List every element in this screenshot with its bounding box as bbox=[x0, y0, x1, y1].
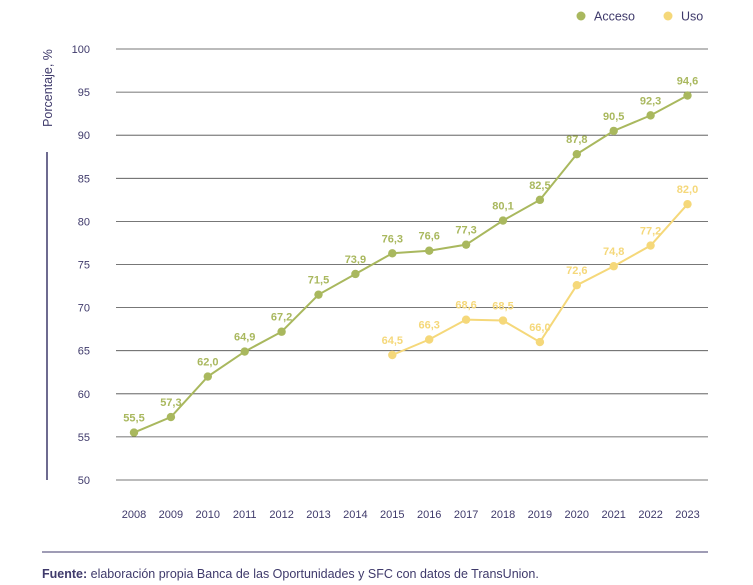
source-label: Fuente: bbox=[42, 567, 88, 581]
legend-label-uso: Uso bbox=[681, 10, 703, 24]
y-tick-label: 55 bbox=[78, 432, 90, 444]
y-tick-label: 60 bbox=[78, 389, 90, 401]
data-point-acceso bbox=[683, 91, 692, 100]
data-label-acceso: 90,5 bbox=[603, 111, 624, 123]
y-tick-label: 100 bbox=[72, 44, 90, 56]
data-point-uso bbox=[535, 337, 545, 347]
x-tick-label: 2011 bbox=[233, 509, 257, 521]
data-label-acceso: 67,2 bbox=[271, 312, 292, 324]
data-point-acceso bbox=[425, 246, 434, 255]
data-label-acceso: 71,5 bbox=[308, 275, 329, 287]
y-tick-label: 75 bbox=[78, 260, 90, 272]
data-label-acceso: 73,9 bbox=[345, 254, 366, 266]
x-tick-label: 2018 bbox=[491, 509, 515, 521]
y-tick-label: 80 bbox=[78, 216, 90, 228]
data-point-acceso bbox=[277, 327, 286, 336]
y-axis-label: Porcentaje, % bbox=[41, 49, 55, 127]
data-label-acceso: 94,6 bbox=[677, 76, 698, 88]
data-label-acceso: 80,1 bbox=[492, 201, 513, 213]
legend: Acceso Uso bbox=[576, 10, 703, 24]
data-point-acceso bbox=[461, 240, 471, 249]
data-point-acceso bbox=[609, 126, 618, 136]
x-tick-label: 2020 bbox=[565, 509, 589, 521]
legend-marker-acceso bbox=[576, 11, 586, 21]
data-label-uso: 82,0 bbox=[677, 184, 698, 196]
data-label-acceso: 87,8 bbox=[566, 134, 587, 146]
x-tick-label: 2014 bbox=[343, 509, 367, 521]
data-point-acceso bbox=[129, 428, 139, 437]
data-label-acceso: 77,3 bbox=[455, 225, 476, 237]
x-tick-label: 2017 bbox=[454, 509, 478, 521]
x-axis-ticks: 2008 2009 2010 2011 2012 2013 2014 2015 2016 2017… bbox=[122, 509, 700, 521]
x-tick-label: 2019 bbox=[528, 509, 552, 521]
data-label-uso: 68,5 bbox=[492, 301, 513, 313]
y-tick-label: 90 bbox=[78, 130, 90, 142]
data-label-uso: 66,3 bbox=[418, 319, 439, 331]
data-point-uso bbox=[572, 280, 581, 290]
x-tick-label: 2012 bbox=[269, 509, 293, 521]
x-tick-label: 2008 bbox=[122, 509, 146, 521]
legend-label-acceso: Acceso bbox=[594, 10, 635, 24]
data-label-uso: 68,6 bbox=[455, 300, 476, 312]
data-point-uso bbox=[498, 316, 508, 325]
data-point-acceso bbox=[314, 290, 323, 299]
y-axis-ticks: 50 55 60 65 70 75 80 85 90 95 100 bbox=[72, 44, 90, 487]
grid-lines bbox=[116, 48, 708, 481]
data-label-uso: 64,5 bbox=[382, 335, 403, 347]
x-tick-label: 2009 bbox=[159, 509, 183, 521]
data-point-acceso bbox=[535, 195, 545, 205]
x-tick-label: 2010 bbox=[196, 509, 220, 521]
y-tick-label: 85 bbox=[78, 173, 90, 185]
data-label-acceso: 92,3 bbox=[640, 95, 661, 107]
x-tick-label: 2021 bbox=[601, 509, 625, 521]
data-point-uso bbox=[388, 350, 397, 360]
data-label-acceso: 64,9 bbox=[234, 332, 255, 344]
data-point-uso bbox=[646, 241, 655, 250]
data-label-acceso: 76,3 bbox=[382, 233, 403, 245]
data-point-uso bbox=[461, 315, 471, 324]
source-text: elaboración propia Banca de las Oportuni… bbox=[87, 567, 539, 581]
data-point-acceso bbox=[388, 249, 397, 258]
data-label-uso: 74,8 bbox=[603, 246, 624, 258]
data-point-acceso bbox=[498, 216, 508, 225]
data-point-uso bbox=[425, 335, 434, 344]
data-label-acceso: 82,5 bbox=[529, 180, 550, 192]
data-label-acceso: 62,0 bbox=[197, 357, 218, 369]
data-point-uso bbox=[683, 199, 692, 209]
data-point-acceso bbox=[240, 347, 249, 356]
y-tick-label: 65 bbox=[78, 346, 90, 358]
data-point-acceso bbox=[166, 412, 176, 422]
data-point-acceso bbox=[351, 269, 360, 279]
data-label-acceso: 57,3 bbox=[160, 397, 181, 409]
series-line-acceso bbox=[133, 94, 688, 434]
source-note: Fuente: elaboración propia Banca de las … bbox=[42, 567, 539, 581]
y-tick-label: 70 bbox=[78, 303, 90, 315]
x-tick-label: 2016 bbox=[417, 509, 441, 521]
y-tick-label: 95 bbox=[78, 87, 90, 99]
series-group: 55,5 57,3 62,0 64,9 67,2 71,5 73,9 76,3 76,6 77,3… bbox=[123, 76, 698, 437]
x-tick-label: 2013 bbox=[306, 509, 330, 521]
data-label-acceso: 55,5 bbox=[123, 413, 144, 425]
y-tick-label: 50 bbox=[78, 475, 90, 487]
legend-marker-uso bbox=[663, 11, 673, 21]
data-point-acceso bbox=[203, 372, 212, 381]
data-point-uso bbox=[609, 262, 618, 271]
x-tick-label: 2015 bbox=[380, 509, 404, 521]
data-label-acceso: 76,6 bbox=[418, 231, 439, 243]
data-point-acceso bbox=[572, 149, 581, 159]
data-point-acceso bbox=[646, 111, 655, 120]
x-tick-label: 2023 bbox=[675, 509, 699, 521]
data-label-uso: 77,2 bbox=[640, 226, 661, 238]
data-label-uso: 72,6 bbox=[566, 265, 587, 277]
x-tick-label: 2022 bbox=[638, 509, 662, 521]
data-label-uso: 66,0 bbox=[529, 322, 550, 334]
